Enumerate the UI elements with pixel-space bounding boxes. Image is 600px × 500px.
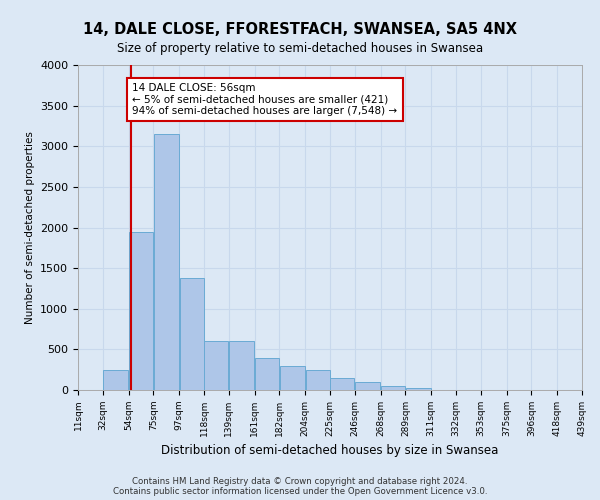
Bar [229, 341, 254, 390]
Y-axis label: Number of semi-detached properties: Number of semi-detached properties [25, 131, 35, 324]
Bar [406, 388, 431, 390]
Bar [179, 278, 204, 390]
X-axis label: Distribution of semi-detached houses by size in Swansea: Distribution of semi-detached houses by … [161, 444, 499, 458]
Bar [381, 386, 405, 390]
Bar [330, 378, 355, 390]
Bar [129, 232, 153, 390]
Text: 14 DALE CLOSE: 56sqm
← 5% of semi-detached houses are smaller (421)
94% of semi-: 14 DALE CLOSE: 56sqm ← 5% of semi-detach… [132, 83, 397, 116]
Text: 14, DALE CLOSE, FFORESTFACH, SWANSEA, SA5 4NX: 14, DALE CLOSE, FFORESTFACH, SWANSEA, SA… [83, 22, 517, 38]
Bar [154, 134, 179, 390]
Text: Size of property relative to semi-detached houses in Swansea: Size of property relative to semi-detach… [117, 42, 483, 55]
Text: Contains HM Land Registry data © Crown copyright and database right 2024.
Contai: Contains HM Land Registry data © Crown c… [113, 476, 487, 496]
Bar [355, 382, 380, 390]
Bar [305, 370, 330, 390]
Bar [103, 370, 128, 390]
Bar [204, 341, 229, 390]
Bar [255, 358, 279, 390]
Bar [280, 366, 305, 390]
